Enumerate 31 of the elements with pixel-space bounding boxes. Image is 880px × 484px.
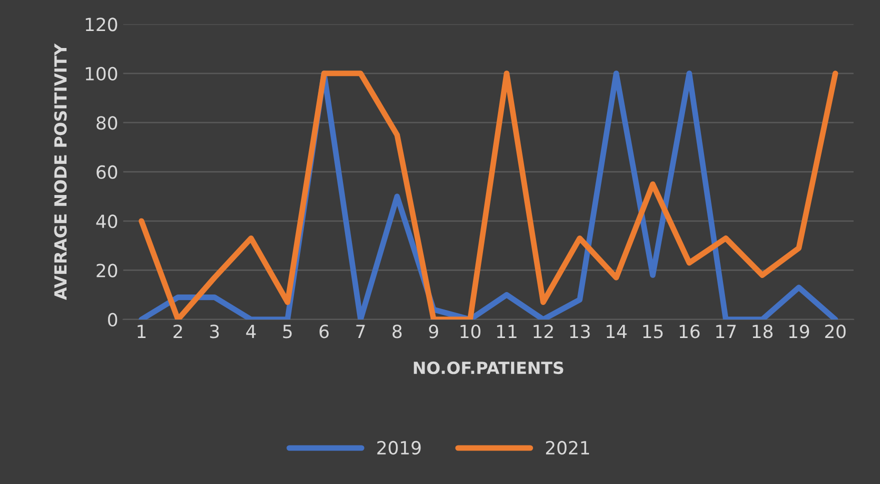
y-axis-title: AVERAGE NODE POSITIVITY	[54, 43, 67, 300]
y-tick-label: 40	[96, 214, 118, 228]
x-axis-title: NO.OF.PATIENTS	[414, 362, 564, 374]
x-tick-label: 8	[392, 324, 402, 338]
x-tick-label: 5	[283, 324, 292, 338]
y-tick-label: 0	[108, 312, 118, 327]
y-tick-label: 20	[96, 264, 118, 278]
x-tick-label: 2	[174, 324, 182, 338]
x-tick-label: 18	[752, 324, 773, 338]
x-tick-label: 7	[356, 324, 365, 338]
legend-label: 2019	[377, 440, 421, 455]
y-tick-label: 60	[96, 165, 118, 179]
y-tick-label: 80	[96, 116, 118, 130]
x-tick-label: 9	[429, 324, 438, 338]
x-tick-label: 13	[570, 324, 590, 338]
x-tick-label: 12	[534, 324, 553, 338]
y-tick-label: 120	[86, 18, 118, 32]
x-tick-label: 17	[716, 324, 736, 338]
x-tick-label: 15	[643, 324, 663, 338]
x-tick-label: 10	[460, 324, 480, 338]
x-tick-label: 4	[246, 324, 256, 338]
x-tick-label: 16	[680, 324, 700, 338]
x-tick-label: 11	[497, 324, 516, 338]
y-tick-label: 100	[86, 66, 118, 81]
x-tick-label: 1	[138, 324, 146, 338]
x-tick-label: 3	[210, 324, 219, 338]
x-tick-label: 14	[606, 324, 627, 338]
x-tick-label: 6	[320, 324, 329, 338]
legend-label: 2021	[546, 440, 590, 455]
x-tick-label: 20	[825, 324, 846, 338]
x-tick-label: 19	[789, 324, 810, 338]
